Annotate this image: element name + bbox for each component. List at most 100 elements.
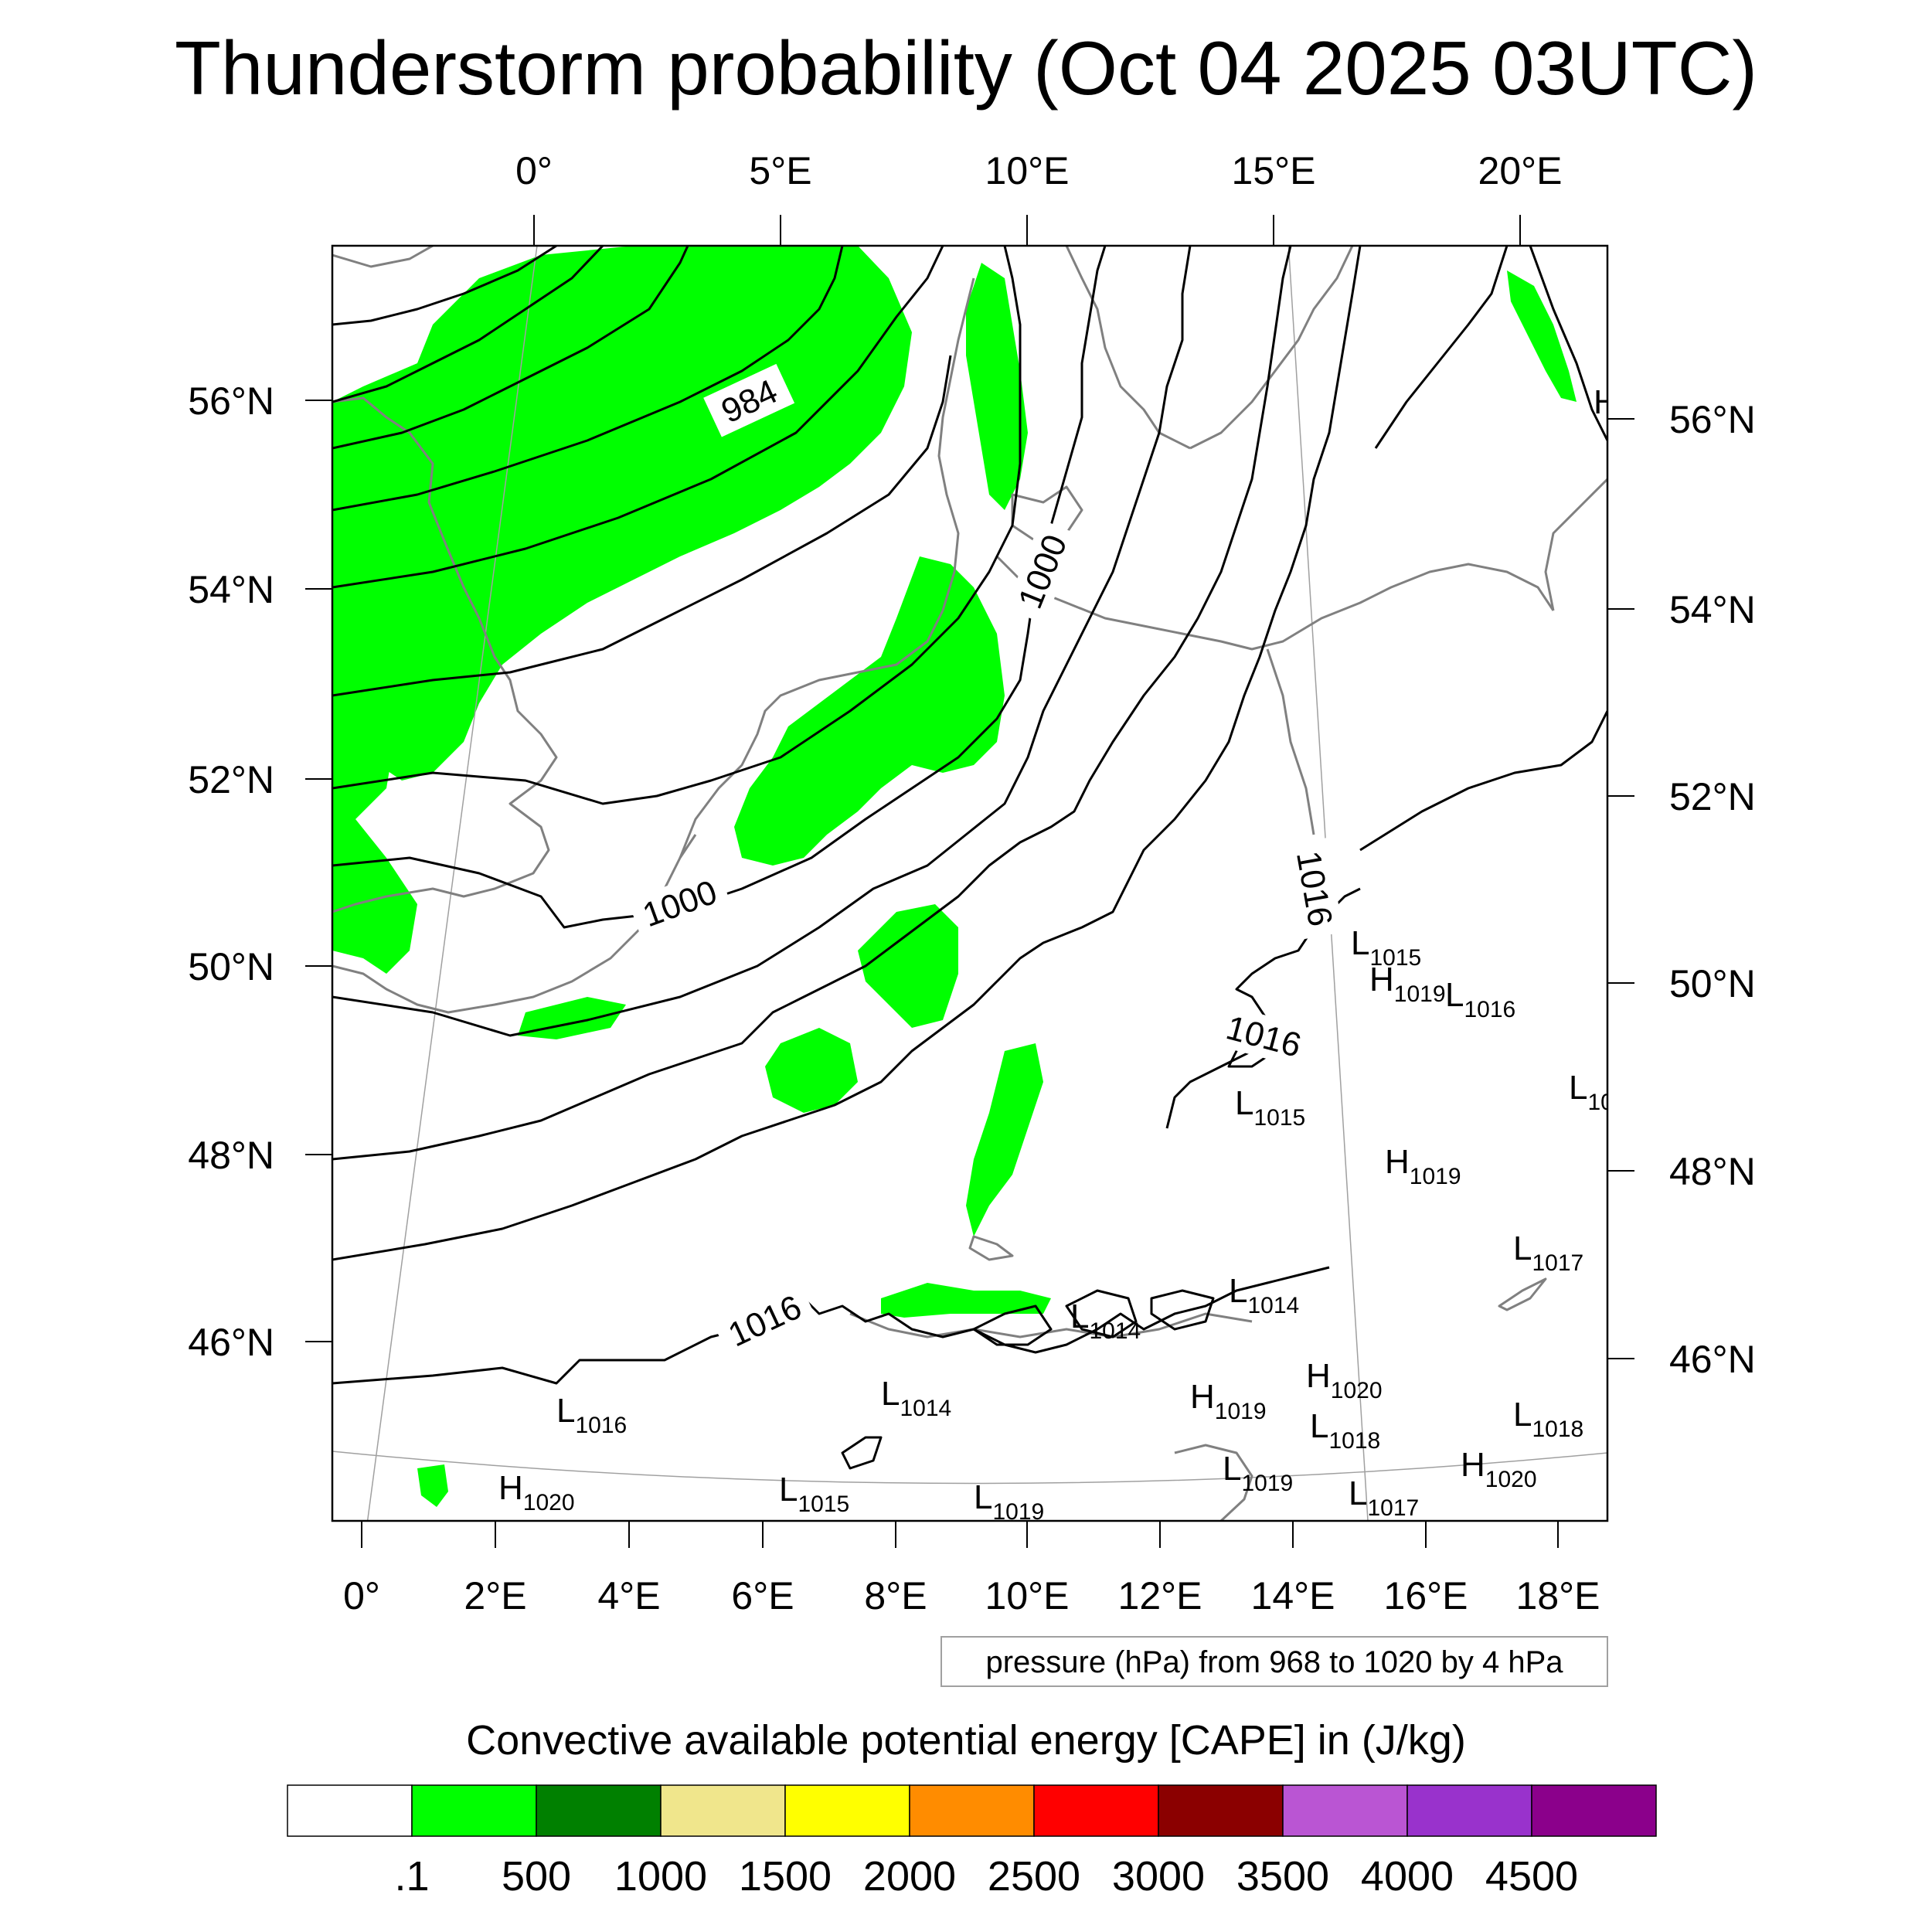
top-lon-label: 15°E [1232,149,1316,192]
pressure-center: L1015 [1235,1084,1305,1131]
colorbar-box [536,1784,662,1837]
bottom-lon-label: 18°E [1516,1574,1600,1617]
parallel-45n [332,1451,1607,1485]
pressure-center: L10 [1569,1069,1614,1115]
top-lon-label: 5°E [749,149,811,192]
bottom-lon-label: 6°E [731,1574,794,1617]
cape-area-west [332,440,417,974]
coast-sweden-south [1189,246,1354,450]
pressure-center: H [1594,383,1618,421]
bottom-lon-label: 10°E [985,1574,1070,1617]
contour-labels: 984 1000 1000 1016 1016 [628,363,1344,1360]
bottom-lon-label: 8°E [864,1574,927,1617]
isobar-1 [332,246,557,326]
pressure-center: L1018 [1513,1396,1583,1442]
isobar-alps-b [1065,1289,1138,1338]
right-lat-label: 52°N [1669,775,1756,818]
pressure-center: L1017 [1349,1475,1419,1521]
pressure-center: H1019 [1369,961,1446,1007]
pressure-center: L1014 [1229,1272,1299,1318]
colorbar-label: 2000 [863,1853,956,1900]
cape-area-alps [881,1283,1051,1318]
left-lat-label: 50°N [188,945,274,988]
isobar-alps-a [972,1304,1053,1346]
pressure-center: L1018 [1310,1407,1380,1454]
colorbar-label: 1000 [614,1853,707,1900]
pressure-center: L1017 [1513,1230,1583,1276]
isobar-alps-c [1150,1289,1215,1331]
map-title: Thunderstorm probability (Oct 04 2025 03… [175,26,1757,111]
bottom-lon-label: 14°E [1251,1574,1335,1617]
isobars [332,246,1607,1470]
colorbar-labels: .1 500 1000 1500 2000 2500 3000 3500 4000 4500 [394,1853,1578,1900]
pressure-center: H1019 [1190,1378,1267,1424]
colorbar-box [1406,1784,1532,1837]
cape-area-france-b [858,904,958,1028]
map-frame [331,244,1609,1522]
isobar-11 [332,246,1362,1261]
pressure-center: L1016 [1445,976,1515,1022]
info-box-frame [940,1636,1608,1687]
colorbar-box [411,1784,537,1837]
colorbar-label: 500 [502,1853,571,1900]
isobar-3 [332,246,689,450]
border-germany-poland [1266,648,1315,835]
info-box-text: pressure (hPa) from 968 to 1020 by 4 hPa [985,1645,1563,1679]
pressure-center: L1019 [974,1478,1044,1525]
right-lat-label: 56°N [1669,398,1756,441]
coast-denmark-islands [1011,485,1083,543]
cape-area-denmark [966,263,1028,510]
isobar-15 [1374,246,1509,449]
lake-constance [968,1235,1014,1261]
left-lat-label: 52°N [188,758,274,801]
colorbar-boxes [287,1784,1657,1837]
lake-balaton [1498,1277,1547,1311]
colorbar-box [784,1784,910,1837]
cape-area-baltic-north [1507,270,1577,402]
coast-sweden-west [1065,246,1191,450]
bottom-lon-axis: 0° 2°E 4°E 6°E 8°E 10°E 12°E 14°E 16°E 1… [343,1521,1600,1617]
map-panel: 984 1000 1000 1016 1016 [331,244,1618,1525]
isobar-1016 [332,1266,1330,1385]
isobar-16 [1529,246,1607,441]
isobar-9 [332,246,1192,1037]
bottom-lon-label: 0° [343,1574,380,1617]
colorbar-box [660,1784,786,1837]
bottom-lon-label: 12°E [1118,1574,1202,1617]
right-lat-label: 48°N [1669,1150,1756,1193]
right-lat-label: 46°N [1669,1338,1756,1381]
coast-benelux [679,610,944,859]
isobar-14 [1359,710,1607,852]
colorbar-label: 4000 [1361,1853,1454,1900]
right-lat-label: 50°N [1669,962,1756,1005]
bottom-lon-label: 4°E [597,1574,660,1617]
colorbar-label: .1 [394,1853,429,1900]
colorbar-box [1033,1784,1159,1837]
left-lat-axis: 56°N 54°N 52°N 50°N 48°N 46°N [188,379,332,1364]
meridian-0 [366,246,538,1521]
pressure-center: H1019 [1385,1143,1461,1189]
isobar-10 [332,246,1292,1161]
coast-adriatic [1174,1444,1253,1521]
left-lat-label: 46°N [188,1321,274,1364]
pressure-centers: L1015 H1019 L1016 L10 L1015 H1019 L1017 … [498,383,1618,1525]
pressure-center: H1020 [498,1469,575,1515]
contour-info-box: pressure (hPa) from 968 to 1020 by 4 hPa [940,1636,1608,1687]
bottom-lon-label: 16°E [1384,1574,1468,1617]
pressure-center: L1015 [779,1471,849,1517]
coast-baltic-east [1544,478,1607,611]
top-lon-label: 0° [515,149,553,192]
colorbar-label: 3500 [1236,1853,1329,1900]
colorbar-box [909,1784,1035,1837]
isobar-south-loop [841,1436,883,1470]
left-lat-label: 56°N [188,379,274,423]
colorbar-label: 4500 [1485,1853,1578,1900]
colorbar-box [1282,1784,1408,1837]
colorbar-title: Convective available potential energy [C… [466,1717,1466,1764]
bottom-lon-label: 2°E [464,1574,526,1617]
isobar-2 [332,246,604,403]
colorbar-label: 2500 [988,1853,1080,1900]
coast-britain-north [332,246,434,268]
cape-area-benelux [734,556,1005,866]
